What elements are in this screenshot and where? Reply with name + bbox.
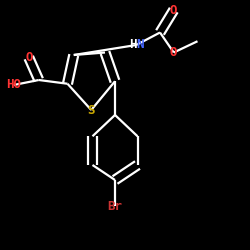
Text: HO: HO bbox=[6, 78, 21, 92]
Text: O: O bbox=[170, 4, 177, 16]
Text: S: S bbox=[88, 104, 95, 117]
Text: O: O bbox=[170, 46, 177, 59]
Text: Br: Br bbox=[108, 200, 122, 213]
Text: O: O bbox=[25, 51, 32, 64]
Text: N: N bbox=[136, 38, 144, 52]
Text: H: H bbox=[129, 38, 136, 52]
